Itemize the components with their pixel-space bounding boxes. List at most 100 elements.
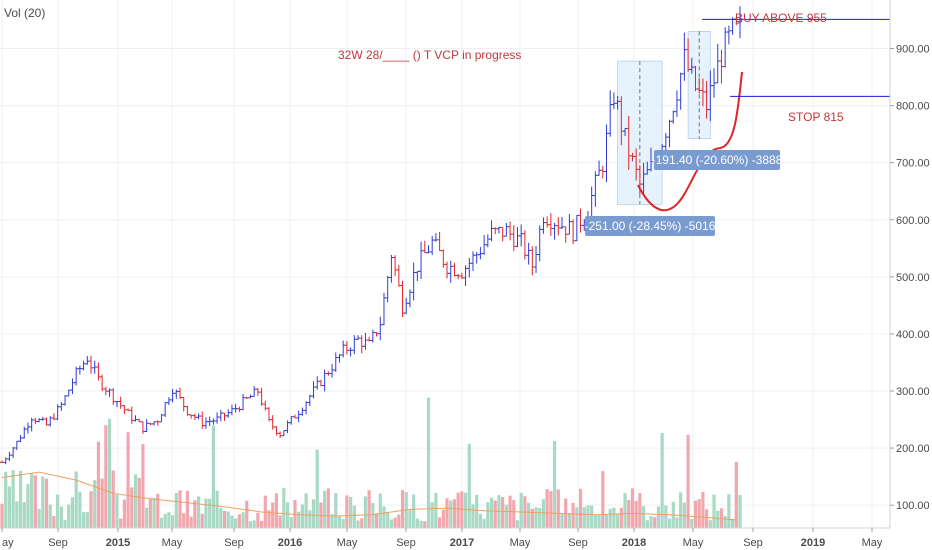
volume-bar [634, 500, 638, 528]
volume-bar [616, 514, 620, 528]
volume-bar [74, 471, 78, 528]
y-tick-label: 600.00 [896, 215, 930, 227]
candle [85, 355, 90, 365]
volume-bar [337, 516, 342, 528]
volume-bar [389, 519, 393, 528]
candle [686, 38, 691, 72]
volume-bar [193, 500, 197, 528]
candle [270, 415, 275, 430]
volume-bar [326, 488, 330, 528]
candle [667, 119, 672, 148]
candle [522, 230, 527, 260]
volume-bar [159, 517, 164, 528]
candle [574, 214, 579, 242]
volume-bar [393, 517, 397, 528]
candle [203, 417, 208, 429]
candle [433, 233, 438, 242]
candle [189, 414, 194, 419]
candle [77, 365, 82, 375]
measure-1: -251.00 (-28.45%) -5016 [585, 216, 716, 236]
candle [697, 78, 702, 94]
volume-bar [104, 425, 108, 528]
candle [623, 127, 628, 136]
candle [133, 415, 138, 422]
volume-bar [623, 493, 627, 528]
volume-bar [686, 434, 690, 528]
candle [51, 413, 56, 421]
candle [463, 265, 468, 287]
candle [233, 403, 238, 413]
volume-bar [382, 506, 386, 528]
note-stop: STOP 815 [788, 110, 844, 124]
volume-bar [252, 520, 256, 528]
candle [66, 389, 71, 397]
volume-bar [449, 500, 453, 528]
volume-bar [571, 502, 575, 528]
candle [367, 336, 372, 342]
candle [478, 246, 483, 260]
candle [330, 363, 335, 378]
candle [559, 216, 564, 230]
volume-bar [289, 517, 293, 528]
volume-bar [44, 478, 49, 528]
candle [252, 386, 257, 397]
volume-bar [360, 518, 364, 528]
volume-bar [586, 505, 590, 528]
volume-bar [219, 507, 223, 528]
volume-bar [649, 516, 653, 528]
x-tick-label: May [510, 537, 531, 549]
candle [537, 225, 542, 262]
candle [356, 335, 361, 340]
volume-bar [178, 490, 182, 528]
volume-bar [471, 504, 475, 528]
candle [267, 407, 272, 422]
candle [192, 413, 197, 420]
candle [534, 245, 539, 273]
volume-bar [723, 516, 727, 528]
volume-bar [41, 476, 45, 528]
candle [456, 274, 461, 280]
candle [33, 417, 38, 425]
candle [467, 257, 472, 278]
volume-bar [274, 493, 279, 528]
candle [385, 275, 390, 303]
volume-bar [730, 518, 735, 528]
volume-bar [378, 493, 382, 528]
volume-bar [604, 514, 609, 528]
volume-indicator-label[interactable]: Vol (20) [4, 6, 46, 20]
candle [114, 401, 119, 408]
x-tick-label: 2019 [801, 537, 825, 549]
volume-bar [434, 492, 438, 528]
volume-bar [33, 475, 37, 528]
candle [81, 360, 86, 371]
volume-bar [708, 520, 712, 528]
volume-bar [115, 494, 119, 528]
volume-bar [130, 487, 134, 528]
candle [363, 332, 368, 350]
candle [726, 25, 731, 45]
volume-bar [374, 513, 379, 528]
candle [630, 152, 635, 162]
volume-bar [22, 502, 26, 528]
volume-bar [163, 513, 167, 528]
volume-bar [67, 504, 71, 528]
candle [452, 262, 457, 277]
volume-bar [397, 514, 401, 528]
candle [318, 379, 323, 387]
candle [200, 411, 205, 429]
candle [730, 17, 735, 35]
volume-bar [18, 470, 23, 528]
candle [322, 369, 327, 392]
volume-bar [630, 488, 635, 528]
candle [637, 165, 642, 195]
candle [682, 32, 687, 81]
candle [489, 220, 494, 242]
range-boxes [617, 31, 743, 212]
volume-bar [100, 478, 104, 528]
candle [248, 394, 253, 399]
x-tick-label: May [337, 537, 358, 549]
volume-bar [504, 504, 508, 528]
volume-bar [89, 491, 93, 528]
volume-bars [0, 397, 742, 528]
